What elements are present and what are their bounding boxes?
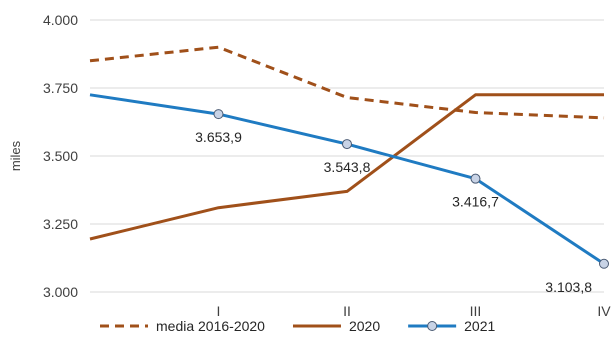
- series-markers: [213, 109, 609, 269]
- legend-label: 2020: [349, 318, 380, 334]
- data-point: [470, 173, 481, 184]
- data-point: [599, 258, 609, 269]
- x-tick-label: III: [470, 303, 482, 319]
- legend-label: 2021: [464, 318, 495, 334]
- legend-item: 2021: [408, 318, 495, 334]
- y-tick-label: 4.000: [43, 12, 78, 28]
- legend-label: media 2016-2020: [156, 318, 265, 334]
- data-point: [342, 139, 352, 150]
- series-line-1: [89, 45, 605, 120]
- gridlines: [90, 19, 604, 293]
- data-label: 3.416,7: [452, 194, 499, 210]
- legend-marker: [427, 321, 438, 331]
- y-tick-label: 3.750: [43, 80, 78, 96]
- x-tick-label: I: [217, 303, 221, 319]
- series-line-3: [89, 93, 605, 266]
- legend-item: media 2016-2020: [100, 318, 265, 334]
- data-label: 3.103,8: [545, 279, 592, 295]
- legend: media 2016-2020 2020 2021: [100, 318, 495, 334]
- data-label: 3.653,9: [195, 129, 242, 145]
- data-labels: 3.653,9 3.543,8 3.416,7 3.103,8: [195, 129, 592, 295]
- legend-item: 2020: [292, 318, 380, 334]
- series-line-2: [89, 93, 604, 241]
- x-tick-label: IV: [597, 303, 611, 319]
- y-axis-title: miles: [8, 140, 23, 171]
- data-label: 3.543,8: [324, 159, 371, 175]
- data-point: [213, 109, 224, 120]
- y-tick-label: 3.000: [43, 284, 78, 300]
- y-tick-label: 3.250: [43, 216, 78, 232]
- y-tick-label: 3.500: [43, 148, 78, 164]
- x-tick-label: II: [343, 303, 351, 319]
